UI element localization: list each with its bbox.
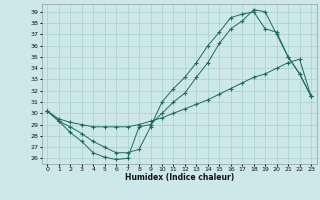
X-axis label: Humidex (Indice chaleur): Humidex (Indice chaleur) [124, 173, 234, 182]
